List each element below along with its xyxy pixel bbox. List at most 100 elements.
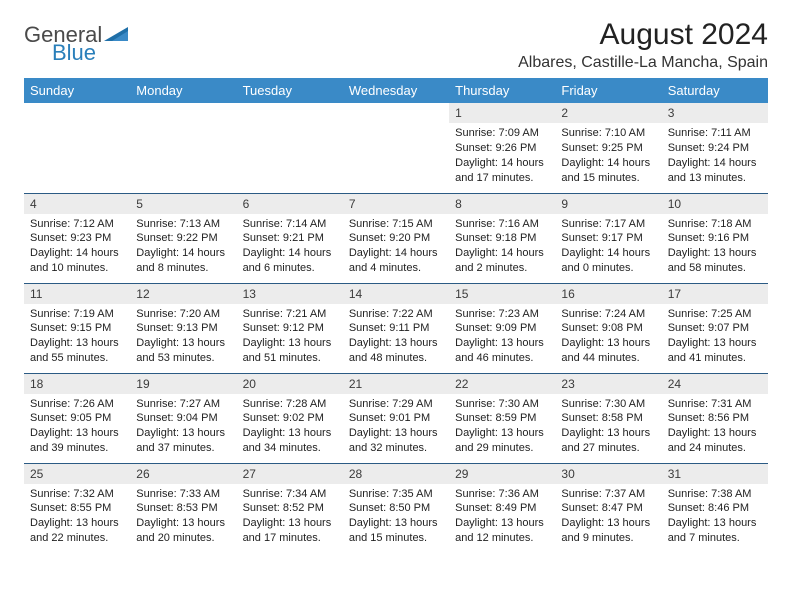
calendar-body: 1Sunrise: 7:09 AMSunset: 9:26 PMDaylight…: [24, 103, 768, 553]
sunrise-text: Sunrise: 7:11 AM: [668, 126, 762, 141]
day-details: Sunrise: 7:24 AMSunset: 9:08 PMDaylight:…: [555, 304, 661, 370]
weekday-header: Wednesday: [343, 78, 449, 103]
weekday-header: Thursday: [449, 78, 555, 103]
weekday-header: Friday: [555, 78, 661, 103]
daylight-text: Daylight: 13 hours and 20 minutes.: [136, 516, 230, 546]
day-details: Sunrise: 7:15 AMSunset: 9:20 PMDaylight:…: [343, 214, 449, 280]
daylight-text: Daylight: 13 hours and 44 minutes.: [561, 336, 655, 366]
day-details: Sunrise: 7:14 AMSunset: 9:21 PMDaylight:…: [237, 214, 343, 280]
day-number: 21: [343, 374, 449, 394]
empty-day: [237, 103, 343, 123]
sunset-text: Sunset: 9:25 PM: [561, 141, 655, 156]
calendar-day-cell: 20Sunrise: 7:28 AMSunset: 9:02 PMDayligh…: [237, 373, 343, 463]
calendar-day-cell: 16Sunrise: 7:24 AMSunset: 9:08 PMDayligh…: [555, 283, 661, 373]
empty-day: [24, 103, 130, 123]
calendar-day-cell: 13Sunrise: 7:21 AMSunset: 9:12 PMDayligh…: [237, 283, 343, 373]
daylight-text: Daylight: 13 hours and 39 minutes.: [30, 426, 124, 456]
daylight-text: Daylight: 13 hours and 7 minutes.: [668, 516, 762, 546]
day-details: Sunrise: 7:20 AMSunset: 9:13 PMDaylight:…: [130, 304, 236, 370]
sunset-text: Sunset: 9:15 PM: [30, 321, 124, 336]
day-number: 9: [555, 194, 661, 214]
sunrise-text: Sunrise: 7:32 AM: [30, 487, 124, 502]
day-number: 24: [662, 374, 768, 394]
calendar-day-cell: 29Sunrise: 7:36 AMSunset: 8:49 PMDayligh…: [449, 463, 555, 553]
sunset-text: Sunset: 8:56 PM: [668, 411, 762, 426]
sunrise-text: Sunrise: 7:23 AM: [455, 307, 549, 322]
daylight-text: Daylight: 13 hours and 29 minutes.: [455, 426, 549, 456]
calendar-day-cell: 25Sunrise: 7:32 AMSunset: 8:55 PMDayligh…: [24, 463, 130, 553]
day-details: Sunrise: 7:19 AMSunset: 9:15 PMDaylight:…: [24, 304, 130, 370]
calendar-day-cell: 15Sunrise: 7:23 AMSunset: 9:09 PMDayligh…: [449, 283, 555, 373]
calendar-table: SundayMondayTuesdayWednesdayThursdayFrid…: [24, 78, 768, 553]
logo-text-blue: Blue: [52, 42, 130, 64]
calendar-day-cell: 18Sunrise: 7:26 AMSunset: 9:05 PMDayligh…: [24, 373, 130, 463]
day-details: Sunrise: 7:18 AMSunset: 9:16 PMDaylight:…: [662, 214, 768, 280]
daylight-text: Daylight: 13 hours and 27 minutes.: [561, 426, 655, 456]
sunset-text: Sunset: 8:59 PM: [455, 411, 549, 426]
sunrise-text: Sunrise: 7:28 AM: [243, 397, 337, 412]
sunset-text: Sunset: 9:26 PM: [455, 141, 549, 156]
day-details: Sunrise: 7:11 AMSunset: 9:24 PMDaylight:…: [662, 123, 768, 189]
sunrise-text: Sunrise: 7:27 AM: [136, 397, 230, 412]
daylight-text: Daylight: 13 hours and 48 minutes.: [349, 336, 443, 366]
day-number: 11: [24, 284, 130, 304]
calendar-day-cell: 30Sunrise: 7:37 AMSunset: 8:47 PMDayligh…: [555, 463, 661, 553]
calendar-day-cell: 19Sunrise: 7:27 AMSunset: 9:04 PMDayligh…: [130, 373, 236, 463]
sunset-text: Sunset: 8:58 PM: [561, 411, 655, 426]
calendar-week-row: 4Sunrise: 7:12 AMSunset: 9:23 PMDaylight…: [24, 193, 768, 283]
daylight-text: Daylight: 13 hours and 51 minutes.: [243, 336, 337, 366]
daylight-text: Daylight: 14 hours and 0 minutes.: [561, 246, 655, 276]
sunset-text: Sunset: 8:52 PM: [243, 501, 337, 516]
daylight-text: Daylight: 14 hours and 13 minutes.: [668, 156, 762, 186]
daylight-text: Daylight: 13 hours and 58 minutes.: [668, 246, 762, 276]
sunset-text: Sunset: 9:12 PM: [243, 321, 337, 336]
sunrise-text: Sunrise: 7:12 AM: [30, 217, 124, 232]
day-details: Sunrise: 7:27 AMSunset: 9:04 PMDaylight:…: [130, 394, 236, 460]
sunrise-text: Sunrise: 7:30 AM: [561, 397, 655, 412]
calendar-day-cell: 7Sunrise: 7:15 AMSunset: 9:20 PMDaylight…: [343, 193, 449, 283]
day-details: Sunrise: 7:25 AMSunset: 9:07 PMDaylight:…: [662, 304, 768, 370]
calendar-day-cell: 1Sunrise: 7:09 AMSunset: 9:26 PMDaylight…: [449, 103, 555, 193]
day-details: Sunrise: 7:22 AMSunset: 9:11 PMDaylight:…: [343, 304, 449, 370]
day-number: 27: [237, 464, 343, 484]
day-number: 29: [449, 464, 555, 484]
day-details: Sunrise: 7:30 AMSunset: 8:59 PMDaylight:…: [449, 394, 555, 460]
calendar-day-cell: 23Sunrise: 7:30 AMSunset: 8:58 PMDayligh…: [555, 373, 661, 463]
weekday-header: Sunday: [24, 78, 130, 103]
weekday-header: Saturday: [662, 78, 768, 103]
day-details: Sunrise: 7:35 AMSunset: 8:50 PMDaylight:…: [343, 484, 449, 550]
sunrise-text: Sunrise: 7:19 AM: [30, 307, 124, 322]
sunrise-text: Sunrise: 7:34 AM: [243, 487, 337, 502]
day-number: 30: [555, 464, 661, 484]
calendar-day-cell: [24, 103, 130, 193]
day-number: 5: [130, 194, 236, 214]
day-details: Sunrise: 7:17 AMSunset: 9:17 PMDaylight:…: [555, 214, 661, 280]
calendar-day-cell: 9Sunrise: 7:17 AMSunset: 9:17 PMDaylight…: [555, 193, 661, 283]
day-details: Sunrise: 7:37 AMSunset: 8:47 PMDaylight:…: [555, 484, 661, 550]
sunrise-text: Sunrise: 7:30 AM: [455, 397, 549, 412]
day-number: 19: [130, 374, 236, 394]
calendar-day-cell: [237, 103, 343, 193]
calendar-day-cell: 26Sunrise: 7:33 AMSunset: 8:53 PMDayligh…: [130, 463, 236, 553]
daylight-text: Daylight: 13 hours and 41 minutes.: [668, 336, 762, 366]
day-number: 26: [130, 464, 236, 484]
calendar-page: GeneralBlue August 2024 Albares, Castill…: [0, 0, 792, 565]
sunset-text: Sunset: 8:46 PM: [668, 501, 762, 516]
daylight-text: Daylight: 14 hours and 6 minutes.: [243, 246, 337, 276]
day-details: Sunrise: 7:29 AMSunset: 9:01 PMDaylight:…: [343, 394, 449, 460]
sunset-text: Sunset: 9:05 PM: [30, 411, 124, 426]
day-number: 1: [449, 103, 555, 123]
sunrise-text: Sunrise: 7:29 AM: [349, 397, 443, 412]
calendar-day-cell: 21Sunrise: 7:29 AMSunset: 9:01 PMDayligh…: [343, 373, 449, 463]
daylight-text: Daylight: 14 hours and 15 minutes.: [561, 156, 655, 186]
calendar-day-cell: [343, 103, 449, 193]
sunset-text: Sunset: 9:24 PM: [668, 141, 762, 156]
calendar-day-cell: 3Sunrise: 7:11 AMSunset: 9:24 PMDaylight…: [662, 103, 768, 193]
daylight-text: Daylight: 14 hours and 8 minutes.: [136, 246, 230, 276]
calendar-day-cell: 5Sunrise: 7:13 AMSunset: 9:22 PMDaylight…: [130, 193, 236, 283]
sunset-text: Sunset: 9:16 PM: [668, 231, 762, 246]
daylight-text: Daylight: 14 hours and 17 minutes.: [455, 156, 549, 186]
daylight-text: Daylight: 13 hours and 17 minutes.: [243, 516, 337, 546]
month-title: August 2024: [518, 18, 768, 52]
sunset-text: Sunset: 9:23 PM: [30, 231, 124, 246]
